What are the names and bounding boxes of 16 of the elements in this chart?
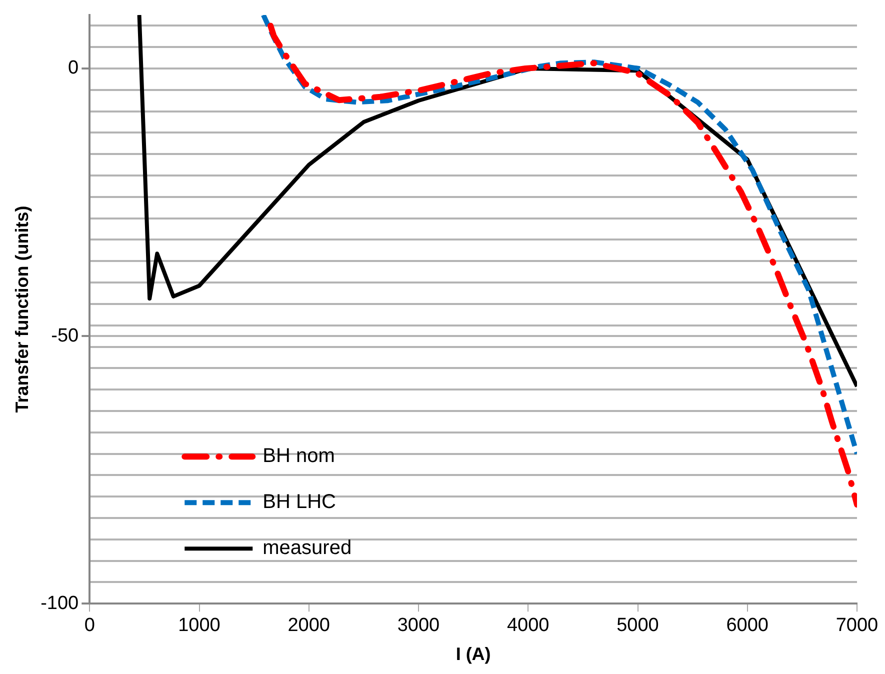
y-axis-title: Transfer function (units) <box>12 206 32 413</box>
y-tick-label: -100 <box>40 592 79 614</box>
x-tick-label: 4000 <box>506 615 550 636</box>
y-tick-label: -50 <box>51 325 79 346</box>
x-axis-title: I (A) <box>456 644 491 664</box>
x-tick-label: 5000 <box>616 615 659 636</box>
x-tick-label: 7000 <box>836 615 878 636</box>
x-tick-label: 2000 <box>288 615 330 636</box>
legend-label: BH LHC <box>262 491 336 514</box>
x-tick-label: 1000 <box>178 615 220 636</box>
legend-label: BH nom <box>262 445 335 468</box>
legend-label: measured <box>262 537 352 560</box>
x-tick-label: 3000 <box>397 615 440 636</box>
x-tick-label: 0 <box>84 615 95 636</box>
x-tick-label: 6000 <box>726 615 769 636</box>
y-tick-label: 0 <box>68 58 79 79</box>
